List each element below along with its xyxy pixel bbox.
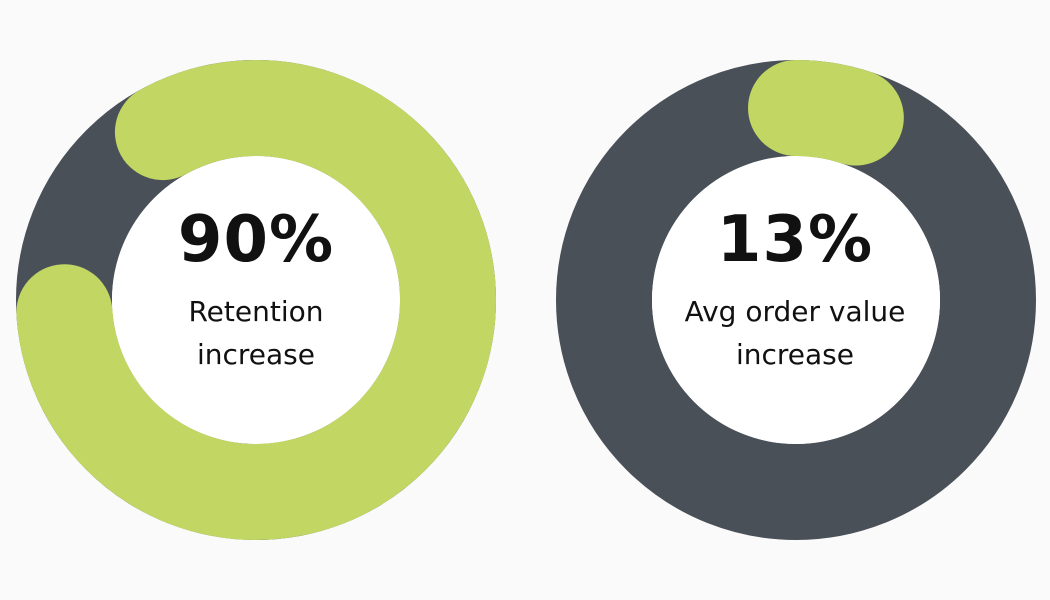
retention-progress-arc bbox=[16, 60, 496, 540]
retention-center bbox=[112, 156, 400, 444]
order-value-center bbox=[652, 156, 940, 444]
retention-label: Retention increase bbox=[188, 295, 324, 371]
order-value-value: 13% bbox=[716, 203, 874, 277]
order-value-label: Avg order value increase bbox=[684, 295, 906, 371]
order-value-stat: 13% Avg order value increase bbox=[650, 200, 940, 376]
retention-stat: 90% Retention increase bbox=[111, 200, 401, 376]
order-value-progress-arc bbox=[748, 60, 904, 166]
retention-value: 90% bbox=[177, 203, 335, 277]
